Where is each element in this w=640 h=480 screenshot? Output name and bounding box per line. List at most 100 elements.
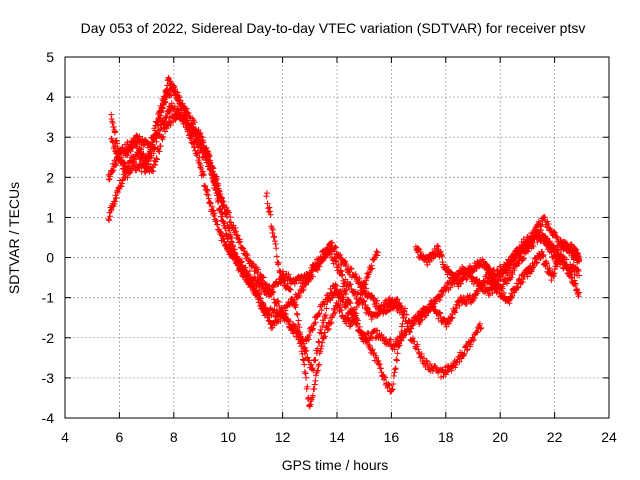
data-point	[390, 380, 397, 387]
data-point	[354, 320, 361, 327]
data-point	[348, 308, 355, 315]
data-point	[322, 315, 329, 322]
data-point	[220, 198, 227, 205]
data-point	[473, 276, 480, 283]
data-point	[272, 313, 279, 320]
data-point	[538, 227, 544, 234]
data-point	[302, 370, 309, 377]
data-point	[348, 265, 355, 272]
x-tick-label: 16	[384, 429, 400, 445]
data-point	[209, 168, 216, 175]
data-point	[347, 265, 354, 272]
data-point	[227, 219, 234, 226]
x-tick-label: 22	[547, 429, 563, 445]
data-point	[335, 301, 342, 308]
data-point	[312, 356, 319, 363]
data-point	[184, 117, 191, 124]
data-point	[576, 256, 583, 263]
data-point	[400, 314, 407, 321]
data-point	[444, 263, 451, 270]
data-point	[553, 263, 560, 270]
data-point	[151, 127, 158, 134]
data-point	[301, 368, 308, 375]
data-point	[342, 290, 349, 297]
data-point	[113, 150, 120, 157]
data-point	[118, 180, 125, 187]
data-point	[447, 284, 454, 291]
data-point	[439, 292, 446, 299]
data-point	[296, 293, 303, 300]
data-point	[315, 338, 322, 345]
data-point	[423, 357, 430, 364]
data-point	[464, 271, 471, 278]
data-point	[576, 289, 583, 296]
data-point	[264, 200, 271, 207]
data-point	[436, 296, 443, 303]
y-tick-label: -2	[42, 330, 55, 346]
data-point	[383, 308, 390, 315]
data-point	[332, 244, 339, 251]
data-point	[398, 323, 405, 330]
data-point	[355, 289, 362, 296]
data-point	[450, 272, 457, 279]
data-point	[302, 279, 309, 286]
data-point	[368, 292, 375, 299]
data-point	[255, 266, 262, 273]
data-point	[162, 128, 169, 135]
data-point	[275, 261, 282, 268]
data-point	[291, 299, 298, 306]
data-point	[189, 123, 196, 130]
data-point	[262, 304, 269, 311]
data-point	[329, 239, 336, 246]
data-point	[244, 252, 251, 259]
data-point	[553, 233, 560, 240]
data-point	[174, 89, 181, 96]
data-point	[290, 299, 297, 306]
data-point	[543, 260, 550, 267]
data-point	[476, 320, 483, 327]
data-point	[479, 282, 486, 289]
data-point	[193, 130, 200, 137]
data-point	[338, 268, 345, 275]
data-point	[307, 401, 314, 408]
data-point	[241, 269, 248, 276]
data-point	[311, 385, 318, 392]
data-point	[311, 320, 318, 327]
data-point	[369, 265, 376, 272]
data-point	[183, 105, 190, 112]
data-point	[250, 281, 257, 288]
data-point	[259, 274, 266, 281]
data-point	[297, 333, 304, 340]
data-point	[320, 319, 327, 326]
data-point	[302, 350, 309, 357]
data-point	[509, 271, 516, 278]
data-point	[392, 365, 399, 372]
data-point	[545, 221, 552, 228]
data-point	[376, 361, 383, 368]
data-point	[376, 361, 383, 368]
data-point	[305, 336, 312, 343]
data-point	[314, 345, 321, 352]
data-point	[263, 190, 270, 197]
data-point	[330, 305, 337, 312]
data-point	[528, 230, 535, 237]
data-point	[392, 366, 399, 373]
data-point	[328, 290, 335, 297]
data-point	[340, 296, 347, 303]
data-point	[226, 209, 233, 216]
data-point	[451, 308, 458, 315]
data-point	[405, 317, 412, 324]
data-point	[235, 239, 242, 246]
data-point	[466, 271, 473, 278]
data-point	[360, 297, 367, 304]
data-point	[408, 325, 415, 332]
y-axis-label: SDTVAR / TECUs	[6, 182, 22, 294]
data-point	[150, 168, 157, 175]
data-point	[309, 267, 316, 274]
data-point	[353, 304, 360, 311]
data-point	[223, 204, 230, 211]
data-point	[477, 325, 484, 332]
data-point	[218, 194, 225, 201]
data-point	[278, 305, 285, 312]
data-point	[500, 290, 507, 297]
